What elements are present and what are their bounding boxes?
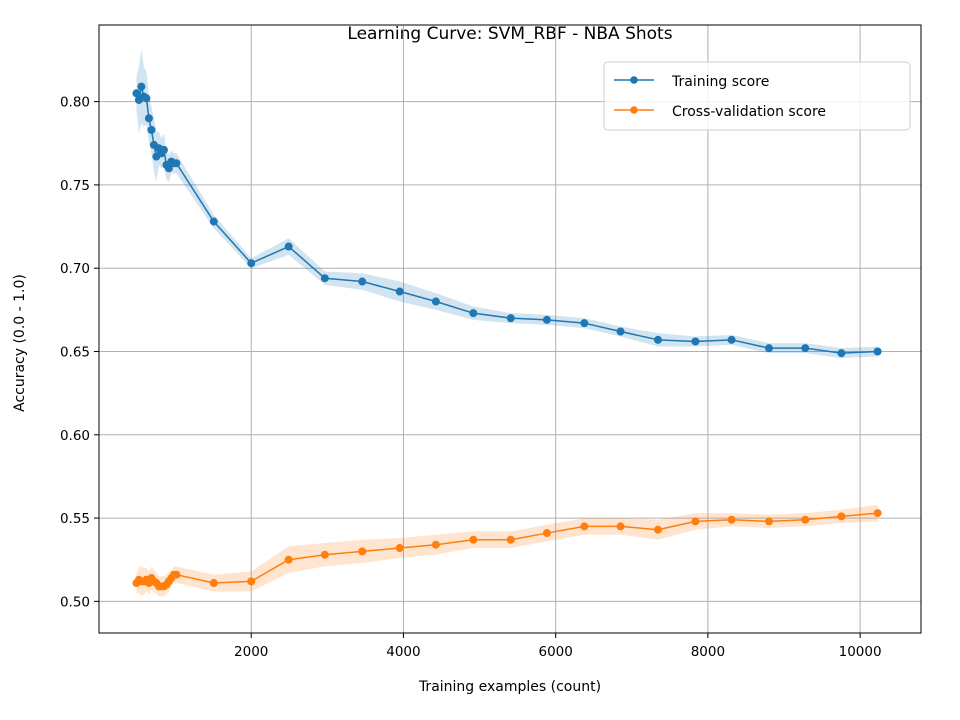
cv-std-band — [136, 504, 878, 597]
training-score-point — [164, 164, 173, 173]
cv-score-point — [506, 535, 515, 544]
training-score-point — [727, 335, 736, 344]
legend: Training score Cross-validation score — [603, 61, 911, 131]
training-score-point — [506, 314, 515, 323]
training-score-point — [137, 82, 146, 91]
cv-score-point — [209, 579, 218, 588]
training-score-point — [172, 159, 181, 168]
series-points — [132, 82, 882, 591]
cv-score-point — [691, 517, 700, 526]
y-tick-label: 0.55 — [60, 511, 90, 527]
cv-score-point — [247, 577, 256, 586]
x-tick-label: 8000 — [691, 644, 725, 660]
training-score-point — [209, 217, 218, 226]
training-score-point — [653, 335, 662, 344]
x-tick-label: 2000 — [234, 644, 268, 660]
training-score-point — [469, 309, 478, 318]
training-score-point — [580, 319, 589, 328]
training-score-point — [320, 274, 329, 283]
x-tick-label: 6000 — [538, 644, 572, 660]
training-score-point — [395, 287, 404, 296]
cv-score-point — [653, 525, 662, 534]
training-score-point — [691, 337, 700, 346]
cv-score-point — [358, 547, 367, 556]
y-tick-label: 0.80 — [60, 95, 90, 111]
training-score-point — [284, 242, 293, 251]
cv-score-point — [469, 535, 478, 544]
training-score-point — [142, 94, 151, 103]
x-tick-label: 4000 — [386, 644, 420, 660]
training-score-point — [132, 89, 141, 98]
cv-score-point — [320, 550, 329, 559]
y-tick-label: 0.70 — [60, 261, 90, 277]
y-axis-label: Accuracy (0.0 - 1.0) — [12, 274, 28, 412]
training-score-point — [144, 114, 153, 123]
cv-score-point — [172, 570, 181, 579]
cv-score-point — [837, 512, 846, 521]
chart-title: Learning Curve: SVM_RBF - NBA Shots — [347, 24, 672, 44]
legend-swatch-cv-marker — [630, 106, 638, 114]
grid-lines — [99, 25, 921, 633]
x-axis-label: Training examples (count) — [418, 679, 601, 695]
cv-score-point — [284, 555, 293, 564]
cv-score-point — [431, 540, 440, 549]
training-score-point — [159, 145, 168, 154]
training-score-point — [801, 344, 810, 353]
legend-box — [603, 61, 911, 131]
training-score-point — [431, 297, 440, 306]
y-tick-label: 0.75 — [60, 178, 90, 194]
y-tick-label: 0.60 — [60, 428, 90, 444]
cv-score-point — [727, 515, 736, 524]
training-score-point — [358, 277, 367, 286]
training-score-point — [765, 344, 774, 353]
legend-swatch-training-marker — [630, 76, 638, 84]
cv-score-point — [580, 522, 589, 531]
legend-label-cv: Cross-validation score — [672, 104, 826, 120]
training-score-point — [873, 347, 882, 356]
training-score-point — [837, 349, 846, 358]
x-axis-ticks: 2000 4000 6000 8000 10000 — [234, 633, 882, 660]
y-axis-ticks: 0.50 0.55 0.60 0.65 0.70 0.75 0.80 — [60, 95, 99, 610]
plot-frame — [98, 24, 922, 634]
cv-score-point — [801, 515, 810, 524]
std-bands — [136, 49, 878, 597]
plot-area — [98, 24, 922, 634]
cv-score-point — [765, 517, 774, 526]
y-tick-label: 0.65 — [60, 344, 90, 360]
cv-score-point — [395, 544, 404, 553]
legend-label-training: Training score — [671, 74, 769, 90]
training-score-point — [616, 327, 625, 336]
cv-score-point — [873, 509, 882, 518]
training-score-point — [247, 259, 256, 268]
cv-score-point — [616, 522, 625, 531]
training-std-band — [136, 49, 878, 359]
training-score-point — [147, 125, 156, 134]
training-score-point — [542, 315, 551, 324]
y-tick-label: 0.50 — [60, 594, 90, 610]
x-tick-label: 10000 — [839, 644, 882, 660]
cv-score-point — [542, 529, 551, 538]
